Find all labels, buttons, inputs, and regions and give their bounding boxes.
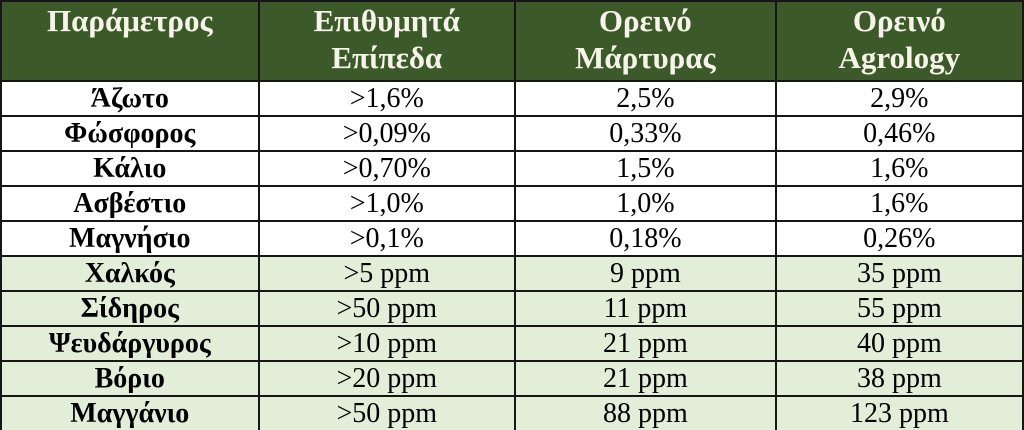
header-cell-desired-levels: Επιθυμητά Επίπεδα <box>257 0 517 82</box>
agrology-cell: 0,26% <box>774 220 1024 257</box>
control-cell: 21 ppm <box>514 360 777 397</box>
header-cell-parameter: Παράμετρος <box>0 0 260 82</box>
agrology-cell: 2,9% <box>774 80 1024 117</box>
desired-cell: >50 ppm <box>257 290 517 327</box>
agrology-cell: 123 ppm <box>774 395 1024 430</box>
header-label-desired-line1: Επιθυμητά <box>313 3 460 38</box>
table-row-nitrogen: Άζωτο >1,6% 2,5% 2,9% <box>0 80 1024 117</box>
param-cell: Φώσφορος <box>0 115 260 152</box>
header-row: Παράμετρος Επιθυμητά Επίπεδα Ορεινό Μάρτ… <box>0 0 1024 82</box>
desired-cell: >0,1% <box>257 220 517 257</box>
desired-cell: >20 ppm <box>257 360 517 397</box>
agrology-cell: 38 ppm <box>774 360 1024 397</box>
table-row-zinc: Ψευδάργυρος >10 ppm 21 ppm 40 ppm <box>0 325 1024 362</box>
table-row-phosphorus: Φώσφορος >0,09% 0,33% 0,46% <box>0 115 1024 152</box>
table-row-magnesium: Μαγνήσιο >0,1% 0,18% 0,26% <box>0 220 1024 257</box>
control-cell: 9 ppm <box>514 255 777 292</box>
agrology-cell: 55 ppm <box>774 290 1024 327</box>
table-row-manganese: Μαγγάνιο >50 ppm 88 ppm 123 ppm <box>0 395 1024 430</box>
agrology-cell: 0,46% <box>774 115 1024 152</box>
control-cell: 11 ppm <box>514 290 777 327</box>
desired-cell: >1,0% <box>257 185 517 222</box>
param-cell: Μαγνήσιο <box>0 220 260 257</box>
control-cell: 88 ppm <box>514 395 777 430</box>
param-cell: Ψευδάργυρος <box>0 325 260 362</box>
header-label-control-line2: Μάρτυρας <box>575 40 716 75</box>
header-label-agrology-line1: Ορεινό <box>852 3 946 38</box>
agrology-cell: 1,6% <box>774 150 1024 187</box>
header-label-agrology-line2: Agrology <box>838 40 961 75</box>
desired-cell: >1,6% <box>257 80 517 117</box>
table-row-boron: Βόριο >20 ppm 21 ppm 38 ppm <box>0 360 1024 397</box>
agrology-cell: 1,6% <box>774 185 1024 222</box>
param-cell: Σίδηρος <box>0 290 260 327</box>
control-cell: 2,5% <box>514 80 777 117</box>
desired-cell: >0,09% <box>257 115 517 152</box>
param-cell: Βόριο <box>0 360 260 397</box>
desired-cell: >5 ppm <box>257 255 517 292</box>
table-row-potassium: Κάλιο >0,70% 1,5% 1,6% <box>0 150 1024 187</box>
table-row-iron: Σίδηρος >50 ppm 11 ppm 55 ppm <box>0 290 1024 327</box>
table-row-calcium: Ασβέστιο >1,0% 1,0% 1,6% <box>0 185 1024 222</box>
desired-cell: >50 ppm <box>257 395 517 430</box>
header-cell-agrology: Ορεινό Agrology <box>774 0 1024 82</box>
param-cell: Κάλιο <box>0 150 260 187</box>
agrology-cell: 40 ppm <box>774 325 1024 362</box>
header-label-parameter: Παράμετρος <box>46 3 213 38</box>
header-label-desired-line2: Επίπεδα <box>331 40 443 75</box>
control-cell: 21 ppm <box>514 325 777 362</box>
param-cell: Μαγγάνιο <box>0 395 260 430</box>
control-cell: 0,18% <box>514 220 777 257</box>
control-cell: 0,33% <box>514 115 777 152</box>
header-label-control-line1: Ορεινό <box>598 3 692 38</box>
agrology-cell: 35 ppm <box>774 255 1024 292</box>
desired-cell: >0,70% <box>257 150 517 187</box>
param-cell: Χαλκός <box>0 255 260 292</box>
control-cell: 1,5% <box>514 150 777 187</box>
table-row-copper: Χαλκός >5 ppm 9 ppm 35 ppm <box>0 255 1024 292</box>
control-cell: 1,0% <box>514 185 777 222</box>
desired-cell: >10 ppm <box>257 325 517 362</box>
header-cell-control: Ορεινό Μάρτυρας <box>514 0 777 82</box>
param-cell: Ασβέστιο <box>0 185 260 222</box>
param-cell: Άζωτο <box>0 80 260 117</box>
